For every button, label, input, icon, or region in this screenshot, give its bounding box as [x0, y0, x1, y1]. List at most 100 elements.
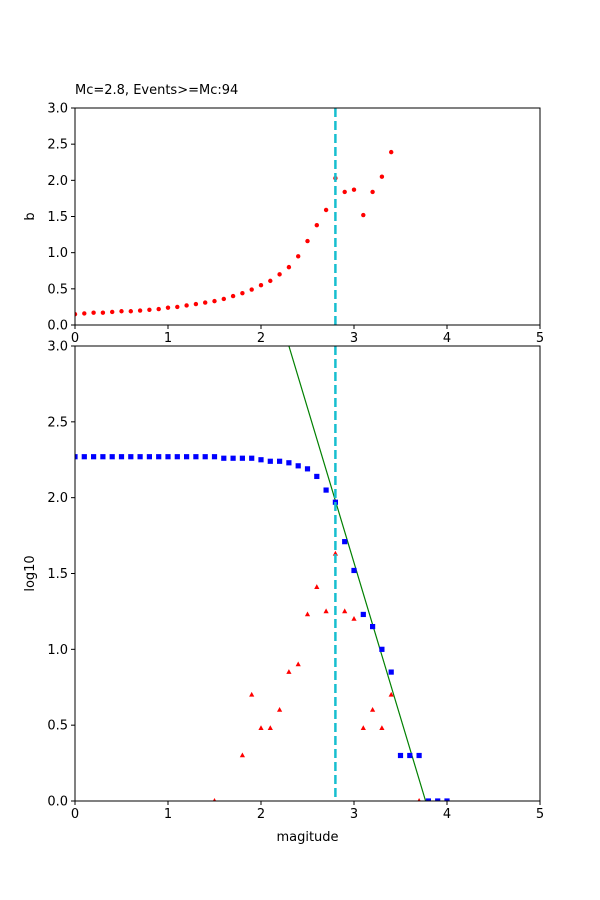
b-value-point [128, 309, 133, 314]
cumulative-point [118, 454, 125, 460]
cumulative-point [397, 752, 404, 759]
y-tick-label: 2.0 [47, 174, 68, 189]
b-value-point [82, 311, 87, 316]
b-value-point [137, 308, 143, 313]
b-value-point [203, 300, 208, 305]
cumulative-point [370, 623, 376, 630]
cumulative-point [165, 454, 171, 460]
gr-fit-line [288, 346, 427, 801]
noncumulative-point [370, 707, 376, 712]
b-value-point [323, 207, 329, 213]
noncumulative-point [388, 691, 394, 697]
b-value-point [100, 310, 106, 315]
noncumulative-point [304, 611, 311, 617]
x-tick-label: 3 [350, 807, 358, 822]
cumulative-point [342, 539, 348, 545]
b-value-point [119, 309, 124, 314]
y-tick-label: 0.5 [47, 719, 68, 734]
cumulative-point [128, 454, 134, 460]
b-value-panel: b 0 1 2 3 4 5 0.0 0.5 1.0 1.5 2.0 2.5 3.0 [23, 102, 544, 347]
x-tick-label: 2 [257, 331, 265, 346]
b-value-point [147, 307, 152, 313]
b-value-point [389, 149, 394, 155]
y-tick-label: 0.0 [47, 795, 68, 810]
cumulative-point [360, 611, 366, 618]
b-value-point [249, 287, 254, 292]
cumulative-point [416, 752, 422, 759]
b-value-point [184, 303, 189, 308]
cumulative-point [156, 454, 162, 460]
b-value-point [268, 278, 273, 284]
y-tick-label: 2.0 [47, 491, 68, 506]
y-tick-label: 0.5 [47, 282, 68, 297]
b-value-point [314, 222, 319, 228]
noncumulative-point [212, 798, 217, 801]
cumulative-point [258, 457, 264, 463]
cumulative-point [221, 455, 227, 461]
b-value-point [305, 238, 310, 244]
cumulative-point [425, 798, 431, 801]
cumulative-point [444, 798, 450, 801]
cumulative-point [267, 458, 273, 464]
noncumulative-point [379, 725, 385, 730]
cumulative-point [314, 473, 320, 480]
x-tick-label: 1 [164, 807, 172, 822]
x-tick-label: 0 [71, 331, 79, 346]
noncumulative-point [267, 725, 273, 730]
b-panel-ticks: 0 1 2 3 4 5 0.0 0.5 1.0 1.5 2.0 2.5 3.0 [47, 102, 544, 347]
y-tick-label: 1.5 [47, 210, 68, 225]
cumulative-point [193, 454, 199, 460]
cumulative-point [211, 454, 218, 460]
noncumulative-point [360, 725, 366, 730]
x-tick-label: 4 [443, 807, 451, 822]
noncumulative-point [286, 669, 292, 674]
figure-title: Mc=2.8, Events>=Mc:94 [75, 83, 238, 98]
log10-panel: log10 magitude 0 1 2 3 4 5 0.0 0.5 1.0 1.5 2.0 2.5 3… [23, 340, 544, 846]
noncumulative-point [258, 725, 264, 730]
b-value-point [361, 212, 366, 218]
b-value-point [230, 293, 236, 299]
b-value-point [296, 254, 301, 259]
cumulative-point [295, 463, 301, 469]
cumulative-point [304, 466, 311, 472]
cumulative-point [100, 454, 106, 460]
x-tick-label: 5 [536, 331, 544, 346]
cumulative-point [379, 646, 385, 652]
x-tick-label: 1 [164, 331, 172, 346]
b-value-point [277, 272, 282, 277]
cumulative-point [407, 752, 413, 759]
noncumulative-point [332, 550, 338, 556]
cumulative-point [137, 454, 143, 460]
b-value-point [193, 301, 199, 307]
b-value-point [221, 296, 226, 302]
noncumulative-point [239, 752, 245, 758]
cumulative-point [109, 454, 115, 460]
cumulative-point [435, 798, 441, 801]
y-tick-label: 1.0 [47, 643, 68, 658]
b-panel-ylabel: b [23, 212, 38, 220]
noncumulative-point [249, 691, 255, 697]
b-value-point [165, 305, 171, 310]
noncumulative-point [323, 608, 329, 614]
x-tick-label: 0 [71, 807, 79, 822]
x-tick-label: 3 [350, 331, 358, 346]
cumulative-point [323, 487, 329, 493]
cumulative-point [91, 454, 97, 460]
noncumulative-point [295, 661, 301, 667]
cumulative-point [277, 458, 283, 464]
b-value-point [212, 298, 217, 304]
b-value-point [379, 174, 385, 179]
b-value-point [75, 311, 78, 317]
b-value-point [351, 187, 357, 192]
b-value-point [286, 264, 292, 270]
cumulative-point [146, 454, 152, 460]
cumulative-point [230, 455, 236, 461]
cumulative-point [388, 669, 394, 675]
y-tick-label: 1.0 [47, 246, 68, 261]
b-value-point [240, 290, 245, 296]
noncumulative-point [342, 608, 348, 614]
b-value-point [156, 306, 161, 312]
log10-panel-xlabel: magitude [276, 830, 338, 845]
y-tick-label: 3.0 [47, 102, 68, 117]
